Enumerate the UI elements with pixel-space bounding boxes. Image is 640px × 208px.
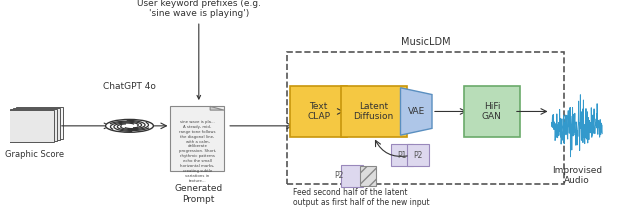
Polygon shape [210, 106, 224, 110]
Text: Improvised
Audio: Improvised Audio [552, 166, 602, 185]
FancyBboxPatch shape [407, 145, 429, 166]
Text: sine wave is pla...
A steady, mid-
range tone follows
the diagonal line,
with a : sine wave is pla... A steady, mid- range… [179, 120, 216, 183]
Text: ChatGPT 4o: ChatGPT 4o [103, 82, 156, 91]
FancyBboxPatch shape [6, 110, 54, 142]
FancyBboxPatch shape [13, 108, 60, 140]
Text: Feed second half of the latent
output as first half of the new input: Feed second half of the latent output as… [293, 188, 430, 207]
Polygon shape [401, 88, 432, 135]
FancyBboxPatch shape [391, 145, 413, 166]
Text: Text
CLAP: Text CLAP [307, 102, 330, 121]
FancyBboxPatch shape [290, 86, 347, 137]
Text: P2: P2 [334, 171, 344, 180]
FancyBboxPatch shape [340, 86, 407, 137]
Text: Graphic Score: Graphic Score [5, 150, 65, 159]
Text: User keyword prefixes (e.g.
'sine wave is playing'): User keyword prefixes (e.g. 'sine wave i… [137, 0, 261, 99]
Text: VAE: VAE [408, 107, 425, 116]
FancyBboxPatch shape [340, 165, 363, 187]
FancyBboxPatch shape [16, 107, 63, 139]
Circle shape [106, 119, 154, 132]
FancyBboxPatch shape [170, 106, 224, 171]
FancyBboxPatch shape [463, 86, 520, 137]
Text: MusicLDM: MusicLDM [401, 37, 451, 47]
FancyBboxPatch shape [360, 166, 376, 186]
Text: Latent
Diffusion: Latent Diffusion [353, 102, 394, 121]
Text: P1: P1 [397, 151, 407, 160]
Text: HiFi
GAN: HiFi GAN [482, 102, 502, 121]
Text: Generated
Prompt: Generated Prompt [175, 184, 223, 204]
FancyBboxPatch shape [10, 109, 57, 141]
Text: P2: P2 [413, 151, 422, 160]
